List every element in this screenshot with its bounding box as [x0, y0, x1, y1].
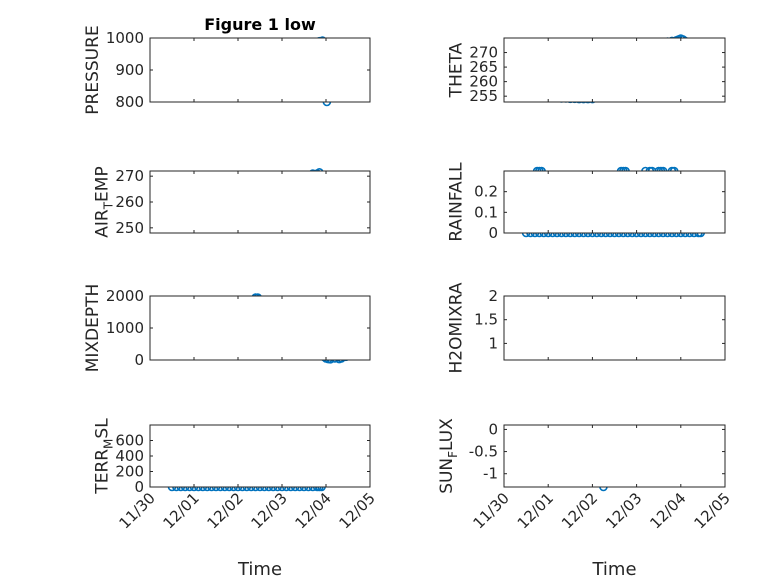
- y-tick-label: 400: [115, 447, 144, 465]
- y-tick-label: 1000: [106, 29, 144, 47]
- y-tick-label: 0: [488, 224, 498, 242]
- y-axis-label: PRESSURE: [83, 25, 103, 114]
- y-tick-label: 200: [115, 463, 144, 481]
- y-axis-label: RAINFALL: [447, 162, 467, 242]
- axes-box: [503, 37, 726, 103]
- y-tick-label: 260: [115, 193, 144, 211]
- y-tick-label: -1: [483, 465, 498, 483]
- y-tick-label: 2: [488, 287, 498, 305]
- y-tick-label: 0: [134, 351, 144, 369]
- y-tick-label: 0: [488, 420, 498, 438]
- y-axis-label: TERRMSL: [93, 418, 116, 495]
- y-tick-label: 1000: [106, 319, 144, 337]
- axes-box: [149, 295, 371, 361]
- x-axis-label: Time: [237, 559, 282, 580]
- axes-box: [503, 170, 726, 234]
- y-tick-label: 0: [134, 478, 144, 496]
- y-tick-label: 1.5: [474, 311, 498, 329]
- y-axis-label: AIRTEMP: [93, 166, 116, 237]
- chart-title: Figure 1 low: [204, 15, 316, 34]
- y-tick-label: 900: [115, 61, 144, 79]
- y-tick-label: 265: [469, 58, 498, 76]
- y-axis-label: THETA: [447, 42, 467, 98]
- y-tick-label: 270: [469, 44, 498, 62]
- y-tick-label: 270: [115, 167, 144, 185]
- y-tick-label: 255: [469, 87, 498, 105]
- axes-box: [149, 424, 371, 488]
- subplot-6: 1 1.5 2 H2OMIXRA: [447, 282, 726, 374]
- y-tick-label: 250: [115, 219, 144, 237]
- y-tick-label: 260: [469, 73, 498, 91]
- y-tick-label: 2000: [106, 287, 144, 305]
- y-tick-label: 600: [115, 432, 144, 450]
- y-tick-label: 0.2: [474, 183, 498, 201]
- subplot-4: 0 0.1 0.2 RAINFALL: [447, 162, 726, 242]
- y-axis-label: SUNFLUX: [437, 418, 460, 494]
- x-axis-label: Time: [591, 559, 636, 580]
- axes-box: [149, 37, 371, 103]
- axes-box: [503, 424, 726, 488]
- y-tick-label: 800: [115, 93, 144, 111]
- y-axis-label: H2OMIXRA: [447, 282, 467, 373]
- y-tick-label: 0.1: [474, 203, 498, 221]
- y-tick-label: -0.5: [469, 443, 498, 461]
- axes-box: [503, 295, 726, 361]
- axes-box: [149, 170, 371, 234]
- y-axis-label: MIXDEPTH: [83, 284, 103, 373]
- y-tick-label: 1: [488, 334, 498, 352]
